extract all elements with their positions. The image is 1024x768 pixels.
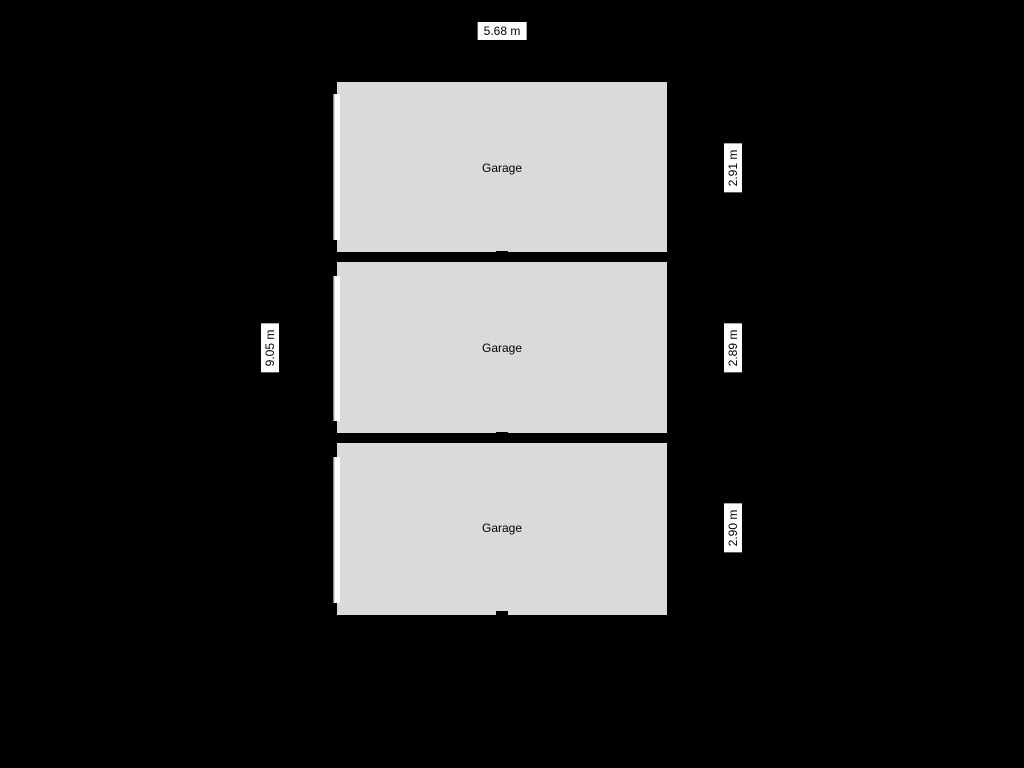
dim-tick-top-left bbox=[333, 26, 334, 36]
wall-right bbox=[667, 76, 673, 621]
dim-label-total-height: 9.05 m bbox=[261, 324, 279, 373]
floorplan-canvas: 5.68 m 9.05 m Garage Garage Garage 2.91 … bbox=[0, 0, 1024, 768]
dim-label-width: 5.68 m bbox=[478, 22, 527, 40]
wall-left-seg-1 bbox=[331, 240, 337, 276]
dim-tick-r3-top bbox=[728, 443, 738, 444]
dim-tick-r2-top bbox=[728, 262, 738, 263]
room-2-door bbox=[335, 276, 340, 421]
dim-tick-r3-bot bbox=[728, 614, 738, 615]
dim-tick-r2-bot bbox=[728, 432, 738, 433]
room-2-door-frame bbox=[333, 276, 334, 421]
room-1-door bbox=[335, 94, 340, 240]
dim-tick-r1-bot bbox=[728, 251, 738, 252]
wall-left-seg-bottom bbox=[331, 603, 337, 621]
wall-left-seg-2 bbox=[331, 421, 337, 457]
dim-label-r1: 2.91 m bbox=[724, 144, 742, 193]
dim-tick-top-right bbox=[670, 26, 671, 36]
room-1-label: Garage bbox=[482, 161, 522, 175]
room-3-door-frame bbox=[333, 457, 334, 603]
room-3-label: Garage bbox=[482, 521, 522, 535]
room-2-label: Garage bbox=[482, 341, 522, 355]
dim-tick-left-bottom bbox=[265, 616, 275, 617]
dim-tick-left-top bbox=[265, 80, 275, 81]
room-3-door bbox=[335, 457, 340, 603]
room-1-door-frame bbox=[333, 94, 334, 240]
wall-left-seg-top bbox=[331, 76, 337, 94]
dim-tick-r1-top bbox=[728, 80, 738, 81]
wall-top bbox=[333, 76, 671, 82]
wall-bottom bbox=[333, 615, 671, 621]
dim-label-r3: 2.90 m bbox=[724, 504, 742, 553]
dim-label-r2: 2.89 m bbox=[724, 324, 742, 373]
